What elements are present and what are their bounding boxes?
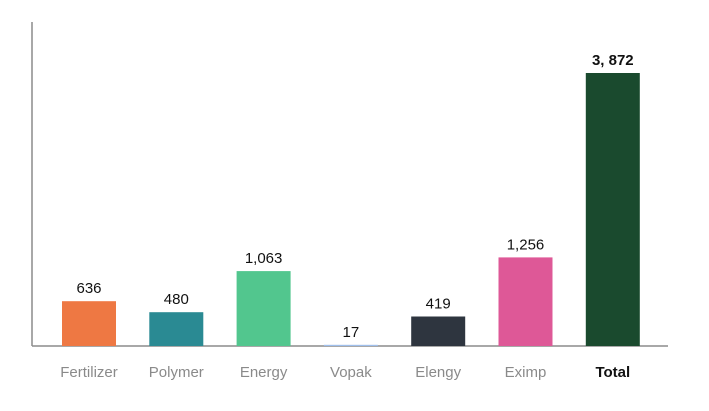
bars-group [62, 73, 640, 346]
category-label-fertilizer: Fertilizer [60, 364, 118, 381]
value-label-polymer: 480 [164, 291, 189, 308]
bar-eximp [498, 257, 553, 346]
value-label-fertilizer: 636 [76, 280, 101, 297]
category-label-energy: Energy [240, 364, 288, 381]
bar-total [585, 73, 640, 346]
value-label-eximp: 1,256 [507, 236, 545, 253]
value-labels-group: 636 480 1,063 17 419 1,256 3, 872 [76, 52, 633, 341]
category-labels-group: Fertilizer Polymer Energy Vopak Elengy Eximp T… [60, 364, 630, 381]
value-label-total: 3, 872 [592, 52, 634, 69]
value-label-vopak: 17 [343, 324, 360, 341]
category-label-polymer: Polymer [149, 364, 204, 381]
bar-energy [236, 271, 291, 346]
category-label-eximp: Eximp [505, 364, 547, 381]
value-label-energy: 1,063 [245, 250, 283, 267]
category-label-vopak: Vopak [330, 364, 372, 381]
value-label-elengy: 419 [426, 296, 451, 313]
category-label-elengy: Elengy [415, 364, 461, 381]
category-label-total: Total [595, 364, 630, 381]
bar-fertilizer [62, 301, 116, 346]
bar-polymer [149, 312, 204, 346]
bar-vopak [323, 344, 378, 346]
bar-elengy [411, 316, 466, 346]
